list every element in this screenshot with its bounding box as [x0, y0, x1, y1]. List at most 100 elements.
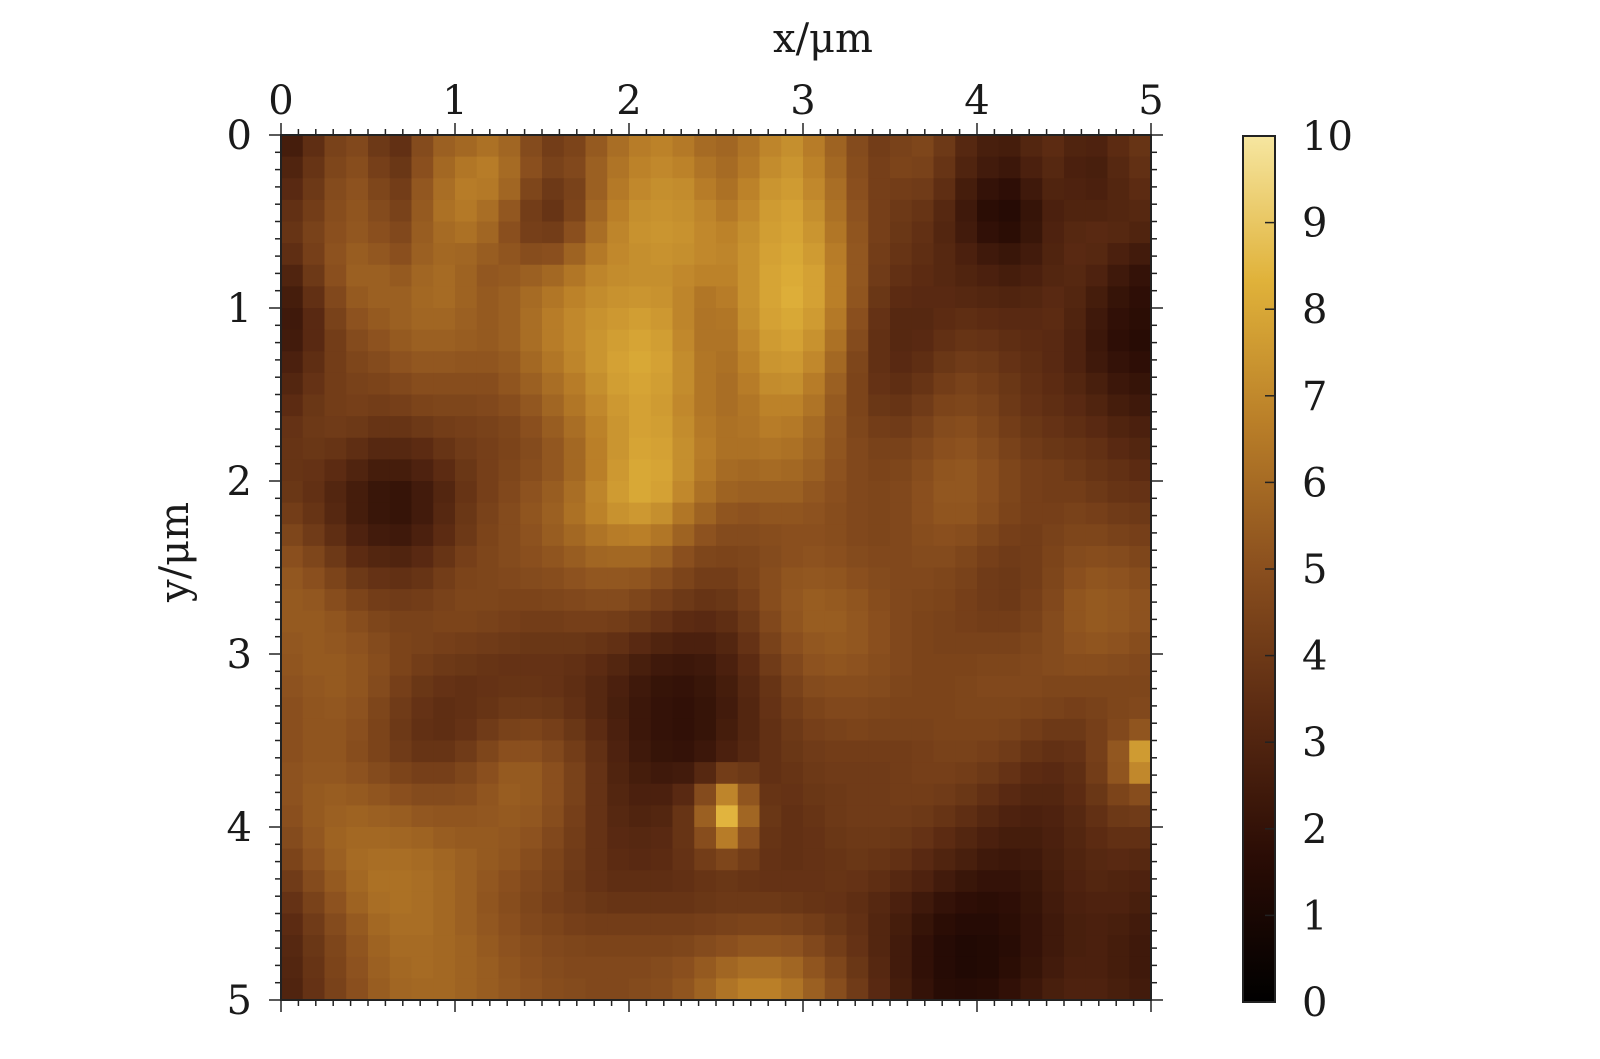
heatmap-cell [1107, 762, 1130, 785]
heatmap-cell [977, 221, 1000, 244]
heatmap-cell [1020, 481, 1043, 504]
heatmap-cell [1064, 437, 1087, 460]
heatmap-cell [1085, 502, 1109, 525]
heatmap-cell [346, 805, 369, 828]
heatmap-cell [1064, 264, 1087, 287]
heatmap-cell [824, 437, 848, 460]
heatmap-cell [302, 135, 326, 158]
heatmap-cell [1129, 891, 1152, 915]
heatmap-cell [672, 891, 695, 915]
heatmap-cell [281, 416, 304, 439]
heatmap-cell [585, 481, 608, 504]
heatmap-cell [781, 740, 804, 763]
heatmap-cell [1085, 654, 1109, 677]
heatmap-cell [890, 675, 913, 698]
heatmap-cell [737, 524, 761, 547]
heatmap-cell [1129, 243, 1152, 266]
heatmap-cell [629, 351, 652, 374]
heatmap-cell [498, 178, 521, 201]
heatmap-cell [759, 243, 782, 266]
heatmap-cell [650, 935, 674, 958]
heatmap-cell [998, 351, 1022, 374]
heatmap-cell [324, 740, 347, 763]
heatmap-cell [1129, 935, 1152, 958]
heatmap-cell [650, 891, 674, 915]
heatmap-cell [629, 178, 652, 201]
heatmap-cell [737, 502, 761, 525]
heatmap-cell [520, 264, 543, 287]
heatmap-cell [1129, 632, 1152, 655]
heatmap-cell [716, 502, 739, 525]
heatmap-cell [1129, 156, 1152, 179]
heatmap-cell [1042, 308, 1065, 331]
heatmap-cell [585, 329, 608, 352]
heatmap-cell [977, 372, 1000, 396]
heatmap-cell [629, 805, 652, 828]
heatmap-cell [1064, 221, 1087, 244]
heatmap-cell [1085, 783, 1109, 806]
heatmap-cell [1042, 675, 1065, 698]
heatmap-cell [476, 632, 500, 655]
heatmap-cell [629, 935, 652, 958]
heatmap-cell [542, 481, 565, 504]
heatmap-cell [1042, 437, 1065, 460]
heatmap-cell [1064, 718, 1087, 742]
heatmap-cell [933, 372, 956, 396]
heatmap-cell [911, 805, 935, 828]
heatmap-cell [411, 870, 434, 893]
heatmap-cell [324, 156, 347, 179]
heatmap-cell [759, 264, 782, 287]
heatmap-cell [803, 956, 826, 979]
heatmap-cell [1085, 135, 1109, 158]
heatmap-cell [324, 610, 347, 633]
heatmap-cell [455, 589, 478, 612]
heatmap-cell [281, 762, 304, 785]
heatmap-cell [302, 394, 326, 417]
heatmap-cell [977, 978, 1000, 1001]
heatmap-cell [455, 675, 478, 698]
heatmap-cell [759, 545, 782, 569]
heatmap-cell [368, 329, 391, 352]
heatmap-cell [607, 718, 630, 742]
heatmap-cell [1064, 848, 1087, 871]
heatmap-cell [520, 956, 543, 979]
heatmap-cell [694, 545, 717, 569]
heatmap-cell [607, 372, 630, 396]
heatmap-cell [411, 135, 434, 158]
heatmap-cell [803, 329, 826, 352]
heatmap-cell [803, 870, 826, 893]
heatmap-cell [520, 156, 543, 179]
heatmap-cell [694, 632, 717, 655]
heatmap-cell [911, 481, 935, 504]
heatmap-cell [955, 805, 978, 828]
heatmap-cell [368, 783, 391, 806]
colorbar-tick-label: 4 [1302, 634, 1327, 680]
heatmap-cell [542, 913, 565, 936]
heatmap-cell [824, 459, 848, 482]
heatmap-cell [607, 243, 630, 266]
heatmap-cell [955, 308, 978, 331]
heatmap-cell [911, 870, 935, 893]
heatmap-cell [781, 286, 804, 309]
colorbar-tick-label: 9 [1302, 201, 1327, 247]
heatmap-cell [563, 156, 587, 179]
heatmap-cell [694, 351, 717, 374]
heatmap-cell [672, 221, 695, 244]
heatmap-cell [911, 935, 935, 958]
heatmap-cell [346, 697, 369, 720]
heatmap-cell [1042, 805, 1065, 828]
heatmap-cell [1042, 697, 1065, 720]
heatmap-cell [368, 913, 391, 936]
heatmap-cell [890, 740, 913, 763]
heatmap-cell [759, 805, 782, 828]
heatmap-cell [998, 697, 1022, 720]
heatmap-cell [1085, 935, 1109, 958]
heatmap-cell [911, 329, 935, 352]
heatmap-cell [542, 351, 565, 374]
heatmap-cell [302, 437, 326, 460]
heatmap-cell [455, 718, 478, 742]
heatmap-cell [368, 545, 391, 569]
heatmap-cell [455, 978, 478, 1001]
heatmap-cell [1020, 978, 1043, 1001]
heatmap-cell [629, 783, 652, 806]
